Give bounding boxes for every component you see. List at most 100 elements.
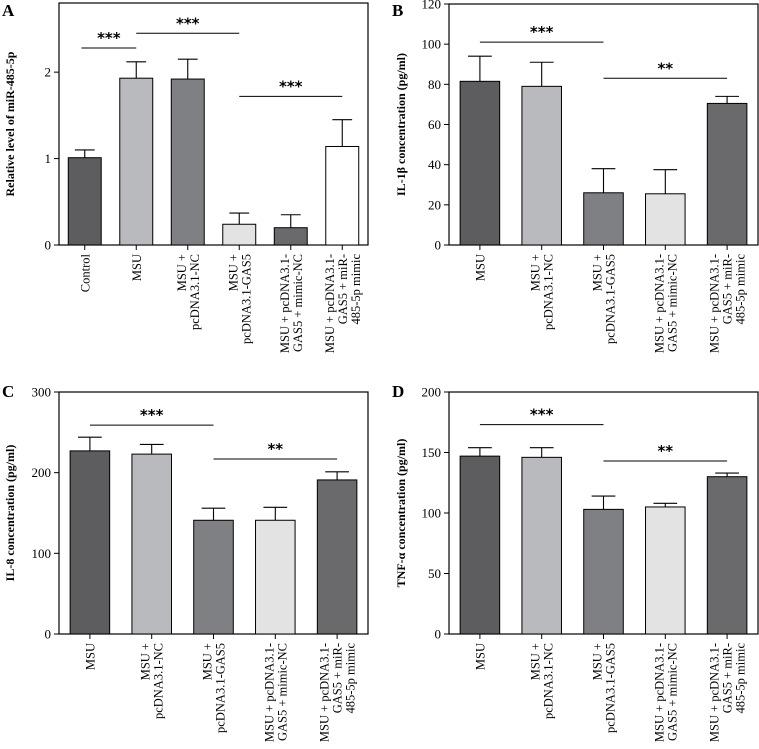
y-axis-label: IL-8 concentration (pg/ml)	[3, 445, 17, 582]
x-tick-label: Control	[78, 253, 92, 292]
x-tick-label-line: pcDNA3.1-GAS5	[604, 254, 618, 344]
x-tick-label: MSU + pcDNA3.1-GAS5 + mimic-NC	[652, 254, 679, 353]
x-tick-label-line: GAS5 + miR-	[721, 254, 735, 324]
x-tick-label: MSU	[473, 254, 487, 281]
x-tick-label-line: MSU + pcDNA3.1-	[323, 254, 337, 353]
x-tick-label-line: MSU + pcDNA3.1-	[652, 643, 666, 742]
y-tick-label: 150	[422, 445, 442, 460]
x-tick-label-line: pcDNA3.1-GAS5	[604, 643, 618, 733]
x-tick-label-line: Control	[78, 253, 92, 292]
x-tick-label-line: pcDNA3.1-NC	[188, 254, 202, 330]
x-tick-label: MSU + pcDNA3.1-GAS5 + miR-485-5p mimic	[318, 643, 358, 743]
plot-frame	[58, 2, 369, 246]
y-tick-label: 0	[435, 627, 442, 642]
x-tick-label: MSU +pcDNA3.1-GAS5	[201, 643, 228, 733]
x-tick-label: MSU	[83, 643, 97, 670]
x-tick-label-line: MSU + pcDNA3.1-	[318, 643, 332, 742]
x-tick-label: MSU +pcDNA3.1-GAS5	[591, 643, 618, 733]
bar	[67, 157, 102, 246]
x-tick-label: MSU +pcDNA3.1-NC	[529, 254, 556, 330]
y-axis-label: Relative level of miR-485-5p	[3, 51, 17, 196]
x-tick-label: MSU + pcDNA3.1-GAS5 + miR-485-5p mimic	[708, 254, 748, 354]
x-tick-label-line: MSU + pcDNA3.1-	[262, 643, 276, 742]
x-tick-label: MSU + pcDNA3.1-GAS5 + mimic-NC	[278, 254, 305, 353]
x-tick-label-line: MSU +	[201, 643, 215, 680]
y-axis-label: IL-1β concentration (pg/ml)	[394, 53, 408, 196]
y-tick-label: 200	[422, 385, 442, 400]
x-tick-label-line: pcDNA3.1-GAS5	[214, 643, 228, 733]
x-tick-label-line: MSU + pcDNA3.1-	[278, 254, 292, 353]
x-tick-label-line: pcDNA3.1-NC	[542, 643, 556, 719]
panel-letter: C	[2, 382, 14, 401]
x-tick-label-line: GAS5 + mimic-NC	[291, 254, 305, 352]
panel-letter: B	[392, 1, 403, 20]
x-tick-label-line: MSU	[473, 254, 487, 281]
y-tick-label: 40	[428, 157, 441, 172]
x-tick-label-line: pcDNA3.1-NC	[152, 643, 166, 719]
y-tick-label: 100	[32, 546, 52, 561]
bar	[222, 223, 257, 246]
x-tick-label-line: MSU +	[175, 254, 189, 291]
x-tick-label-line: GAS5 + mimic-NC	[665, 254, 679, 352]
bar	[193, 519, 234, 635]
bar	[645, 506, 686, 635]
x-tick-label: MSU + pcDNA3.1-GAS5 + mimic-NC	[652, 643, 679, 742]
x-tick-label-line: 485-5p mimic	[344, 643, 358, 714]
y-tick-label: 100	[422, 37, 442, 52]
x-tick-label-line: pcDNA3.1-GAS5	[239, 254, 253, 344]
bar	[706, 102, 748, 246]
bar	[459, 455, 501, 635]
x-tick-label: MSU + pcDNA3.1-GAS5 + mimic-NC	[262, 643, 289, 742]
x-tick-label-line: MSU + pcDNA3.1-	[708, 643, 722, 742]
bar	[69, 450, 111, 635]
panel-c: C 0 100 200 300 IL-8 concentration (pg/ml) MSU…	[2, 382, 369, 743]
significance-label: ***	[176, 14, 200, 32]
y-tick-label: 0	[45, 238, 52, 253]
bar	[645, 193, 686, 246]
x-tick-label-line: GAS5 + mimic-NC	[275, 643, 289, 741]
panel-b: B 0 20 40 60 80 100 120 IL-1β concentration (pg/…	[392, 0, 759, 354]
x-tick-label-line: MSU +	[139, 643, 153, 680]
y-tick-label: 100	[422, 506, 442, 521]
bar	[583, 508, 624, 635]
bar	[119, 77, 154, 246]
x-tick-label-line: MSU +	[591, 643, 605, 680]
significance-label: ***	[279, 77, 303, 95]
bar	[316, 479, 358, 635]
significance-label: **	[657, 442, 673, 460]
bar	[459, 80, 501, 246]
panel-letter: A	[2, 1, 15, 20]
bar	[170, 78, 205, 246]
bar	[273, 227, 308, 246]
x-tick-label: MSU	[473, 643, 487, 670]
significance-label: **	[267, 440, 283, 458]
panel-letter: D	[392, 382, 404, 401]
x-tick-label-line: GAS5 + mimic-NC	[665, 643, 679, 741]
significance-label: ***	[97, 29, 121, 47]
y-axis-label: TNF-α concentration (pg/ml)	[394, 439, 408, 588]
significance-label: ***	[530, 406, 554, 424]
bar	[255, 519, 296, 635]
x-tick-label: MSU	[130, 254, 144, 281]
y-tick-label: 0	[435, 238, 442, 253]
bar	[325, 145, 360, 246]
x-tick-label-line: MSU +	[226, 254, 240, 291]
y-tick-label: 50	[428, 566, 441, 581]
bar	[521, 85, 562, 246]
x-tick-label-line: 485-5p mimic	[734, 254, 748, 325]
x-tick-label-line: GAS5 + miR-	[331, 643, 345, 713]
x-tick-label-line: MSU + pcDNA3.1-	[652, 254, 666, 353]
x-tick-label: MSU + pcDNA3.1-GAS5 + miR-485-5p mimic	[708, 643, 748, 743]
y-tick-label: 60	[428, 117, 441, 132]
x-tick-label: MSU +pcDNA3.1-GAS5	[226, 254, 253, 344]
panel-d: D 0 50 100 150 200 TNF-α concentration (pg/ml)…	[392, 382, 759, 743]
x-tick-label-line: 485-5p mimic	[734, 643, 748, 714]
panel-a: A 0 1 2 Relative level of miR-485-5p Control M…	[2, 1, 369, 353]
y-tick-label: 20	[428, 197, 441, 212]
bar	[131, 453, 172, 635]
x-tick-label-line: pcDNA3.1-NC	[542, 254, 556, 330]
x-tick-label-line: GAS5 + miR-	[336, 254, 350, 324]
x-tick-label-line: MSU + pcDNA3.1-	[708, 254, 722, 353]
y-tick-label: 2	[45, 65, 52, 80]
